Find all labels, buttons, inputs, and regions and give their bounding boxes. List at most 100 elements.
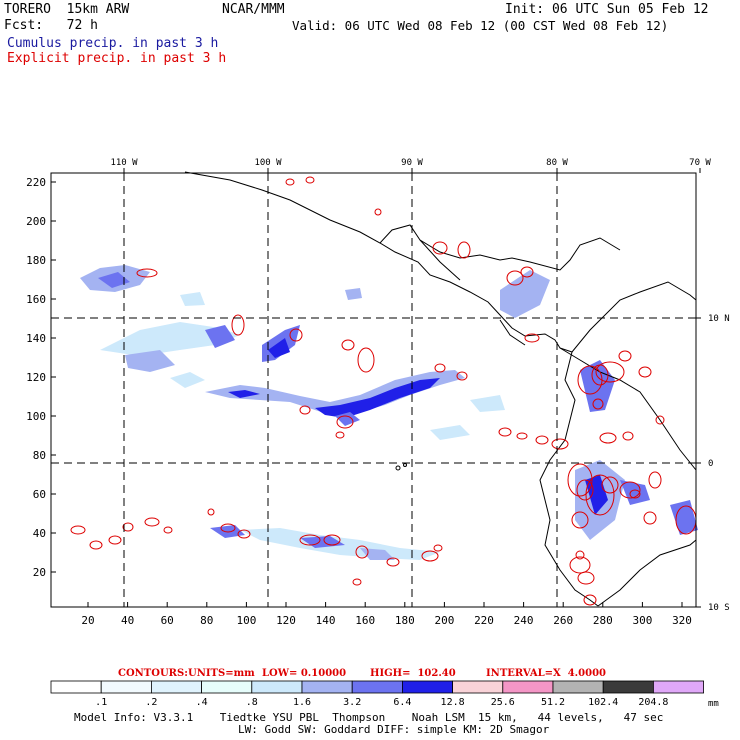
lat-label: 0 <box>708 459 713 469</box>
colorbar-swatch <box>50 680 102 694</box>
x-tick-label: 140 <box>316 614 336 627</box>
precip-cell <box>580 360 615 412</box>
org-label: NCAR/MMM <box>222 2 285 17</box>
lat-label: 10 N <box>708 314 730 324</box>
colorbar-label: .1 <box>95 697 107 708</box>
colorbar-label: 12.8 <box>441 697 465 708</box>
precip-cell <box>360 548 395 560</box>
y-tick-label: 220 <box>26 176 46 189</box>
contours-high: HIGH= 102.40 <box>370 668 456 679</box>
galapagos-island <box>403 463 407 467</box>
x-tick-label: 280 <box>593 614 613 627</box>
map-frame <box>50 172 697 608</box>
colorbar-swatch <box>452 680 504 694</box>
y-axis: 220 200 180 160 140 120 100 80 60 40 20 <box>26 176 56 579</box>
x-tick-label: 320 <box>672 614 692 627</box>
colorbar-label: 25.6 <box>491 697 515 708</box>
colorbar-label: 102.4 <box>588 697 618 708</box>
colorbar-label: 204.8 <box>638 697 668 708</box>
explicit-precip-contours <box>70 176 697 606</box>
colorbar-swatch <box>301 680 353 694</box>
init-time: Init: 06 UTC Sun 05 Feb 12 <box>505 2 709 17</box>
lon-label: 80 W <box>546 158 568 168</box>
model-info-line1: Model Info: V3.3.1 Tiedtke YSU PBL Thomp… <box>74 711 664 724</box>
y-tick-label: 40 <box>33 527 46 540</box>
lon-label: 90 W <box>401 158 423 168</box>
colorbar-label: 3.2 <box>343 697 361 708</box>
colorbar-swatch <box>552 680 604 694</box>
x-tick-label: 100 <box>236 614 256 627</box>
precip-cell <box>670 500 698 535</box>
x-tick-label: 200 <box>434 614 454 627</box>
precip-cell <box>620 480 650 505</box>
x-tick-label: 180 <box>395 614 415 627</box>
colorbar: .1 .2 .4 .8 1.6 3.2 6.4 12.8 25.6 51.2 102.4 204.8 m… <box>50 680 719 709</box>
y-tick-label: 200 <box>26 215 46 228</box>
colorbar-swatch <box>653 680 705 694</box>
precip-cell <box>345 288 362 300</box>
colorbar-label: 51.2 <box>541 697 565 708</box>
coastline-north <box>184 171 697 353</box>
border-colombia <box>559 347 697 471</box>
precip-cell <box>170 372 205 388</box>
x-tick-label: 120 <box>276 614 296 627</box>
colorbar-swatch <box>351 680 403 694</box>
lon-label: 110 W <box>110 158 138 168</box>
y-tick-label: 100 <box>26 410 46 423</box>
y-tick-label: 20 <box>33 566 46 579</box>
cumulus-precip-field <box>80 265 698 560</box>
precip-core-central <box>315 378 440 418</box>
contours-label: CONTOURS: <box>118 668 188 679</box>
x-tick-label: 40 <box>121 614 134 627</box>
precip-band-mid <box>100 322 240 356</box>
colorbar-swatch <box>602 680 654 694</box>
precip-cell <box>228 390 260 398</box>
galapagos-island <box>395 465 401 471</box>
model-title: TORERO 15km ARW <box>4 2 130 17</box>
contours-units: UNITS=mm <box>188 668 255 679</box>
colorbar-label: .8 <box>246 697 258 708</box>
contours-low: LOW= 0.10000 <box>262 668 347 679</box>
coastlines <box>184 171 697 607</box>
coastline-south-america <box>539 351 599 607</box>
y-tick-label: 160 <box>26 293 46 306</box>
x-tick-label: 60 <box>161 614 174 627</box>
x-tick-label: 160 <box>355 614 375 627</box>
coastline-caribbean <box>379 224 621 271</box>
y-tick-label: 60 <box>33 488 46 501</box>
colorbar-label: .2 <box>145 697 157 708</box>
colorbar-swatch <box>401 680 453 694</box>
colorbar-swatch <box>201 680 253 694</box>
precip-cell <box>268 338 290 358</box>
colorbar-swatch <box>502 680 554 694</box>
graticule <box>51 173 696 607</box>
x-tick-label: 240 <box>514 614 534 627</box>
x-tick-label: 80 <box>200 614 213 627</box>
y-tick-label: 120 <box>26 371 46 384</box>
colorbar-label: .4 <box>196 697 208 708</box>
precip-cell <box>430 425 470 440</box>
x-tick-label: 300 <box>632 614 652 627</box>
colorbar-label: 6.4 <box>393 697 411 708</box>
precip-cell <box>125 350 175 372</box>
precip-cell <box>205 325 235 348</box>
x-tick-label: 260 <box>553 614 573 627</box>
cumulus-legend-line: Cumulus precip. in past 3 h <box>7 36 219 51</box>
precip-cell <box>335 412 360 426</box>
x-tick-label: 20 <box>81 614 94 627</box>
precip-cell <box>180 292 205 306</box>
y-tick-label: 140 <box>26 332 46 345</box>
y-tick-label: 180 <box>26 254 46 267</box>
colorbar-swatch <box>100 680 152 694</box>
contours-interval: INTERVAL=X 4.0000 <box>486 668 606 679</box>
colorbar-label: 1.6 <box>293 697 311 708</box>
x-tick-label: 220 <box>474 614 494 627</box>
lon-label: 100 W <box>254 158 282 168</box>
x-axis: 20 40 60 80 100 120 140 160 180 200 220 240 260 280 30… <box>81 602 692 627</box>
explicit-legend-line: Explicit precip. in past 3 h <box>7 51 227 66</box>
valid-time: Valid: 06 UTC Wed 08 Feb 12 (00 CST Wed … <box>292 18 669 33</box>
colorbar-unit: mm <box>708 699 719 709</box>
forecast-hour: Fcst: 72 h <box>4 18 98 33</box>
colorbar-swatch <box>150 680 202 694</box>
